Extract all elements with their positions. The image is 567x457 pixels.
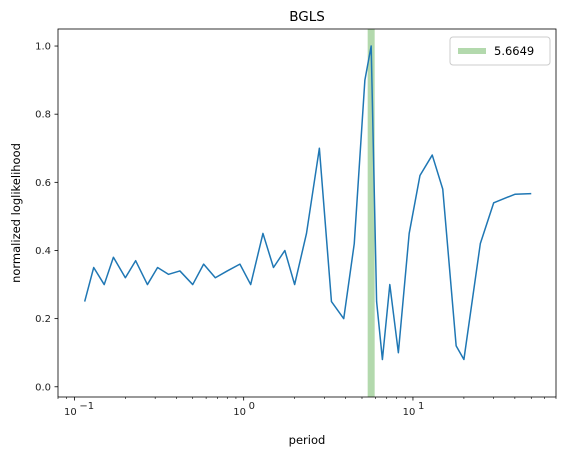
- y-tick-label: 0.0: [35, 382, 51, 393]
- x-tick-exponent: 0: [249, 401, 255, 412]
- highlight-layer: [367, 29, 375, 397]
- x-axis-label: period: [289, 433, 326, 447]
- y-tick-label: 0.4: [35, 246, 51, 257]
- y-tick-label: 0.6: [35, 178, 51, 189]
- series-line-0: [83, 45, 532, 361]
- x-tick-label: 10: [403, 407, 416, 418]
- x-tick-label: 10: [64, 407, 77, 418]
- y-axis-label: normalized loglikelihood: [9, 143, 23, 283]
- x-tick-exponent: 1: [418, 401, 424, 412]
- legend-label: 5.6649: [494, 44, 534, 58]
- x-tick-label: 10: [233, 407, 246, 418]
- x-tick-exponent: −1: [79, 401, 94, 412]
- y-axis: 0.0 0.2 0.4 0.6 0.8 1.0: [35, 42, 58, 393]
- chart-title: BGLS: [289, 9, 325, 25]
- legend-box: [449, 36, 551, 66]
- legend: 5.6649: [449, 36, 551, 66]
- series-layer: [83, 45, 532, 361]
- y-tick-label: 1.0: [35, 42, 51, 53]
- y-tick-label: 0.2: [35, 314, 51, 325]
- plot-frame: [57, 28, 557, 398]
- y-tick-label: 0.8: [35, 110, 51, 121]
- highlight-band: [367, 29, 375, 397]
